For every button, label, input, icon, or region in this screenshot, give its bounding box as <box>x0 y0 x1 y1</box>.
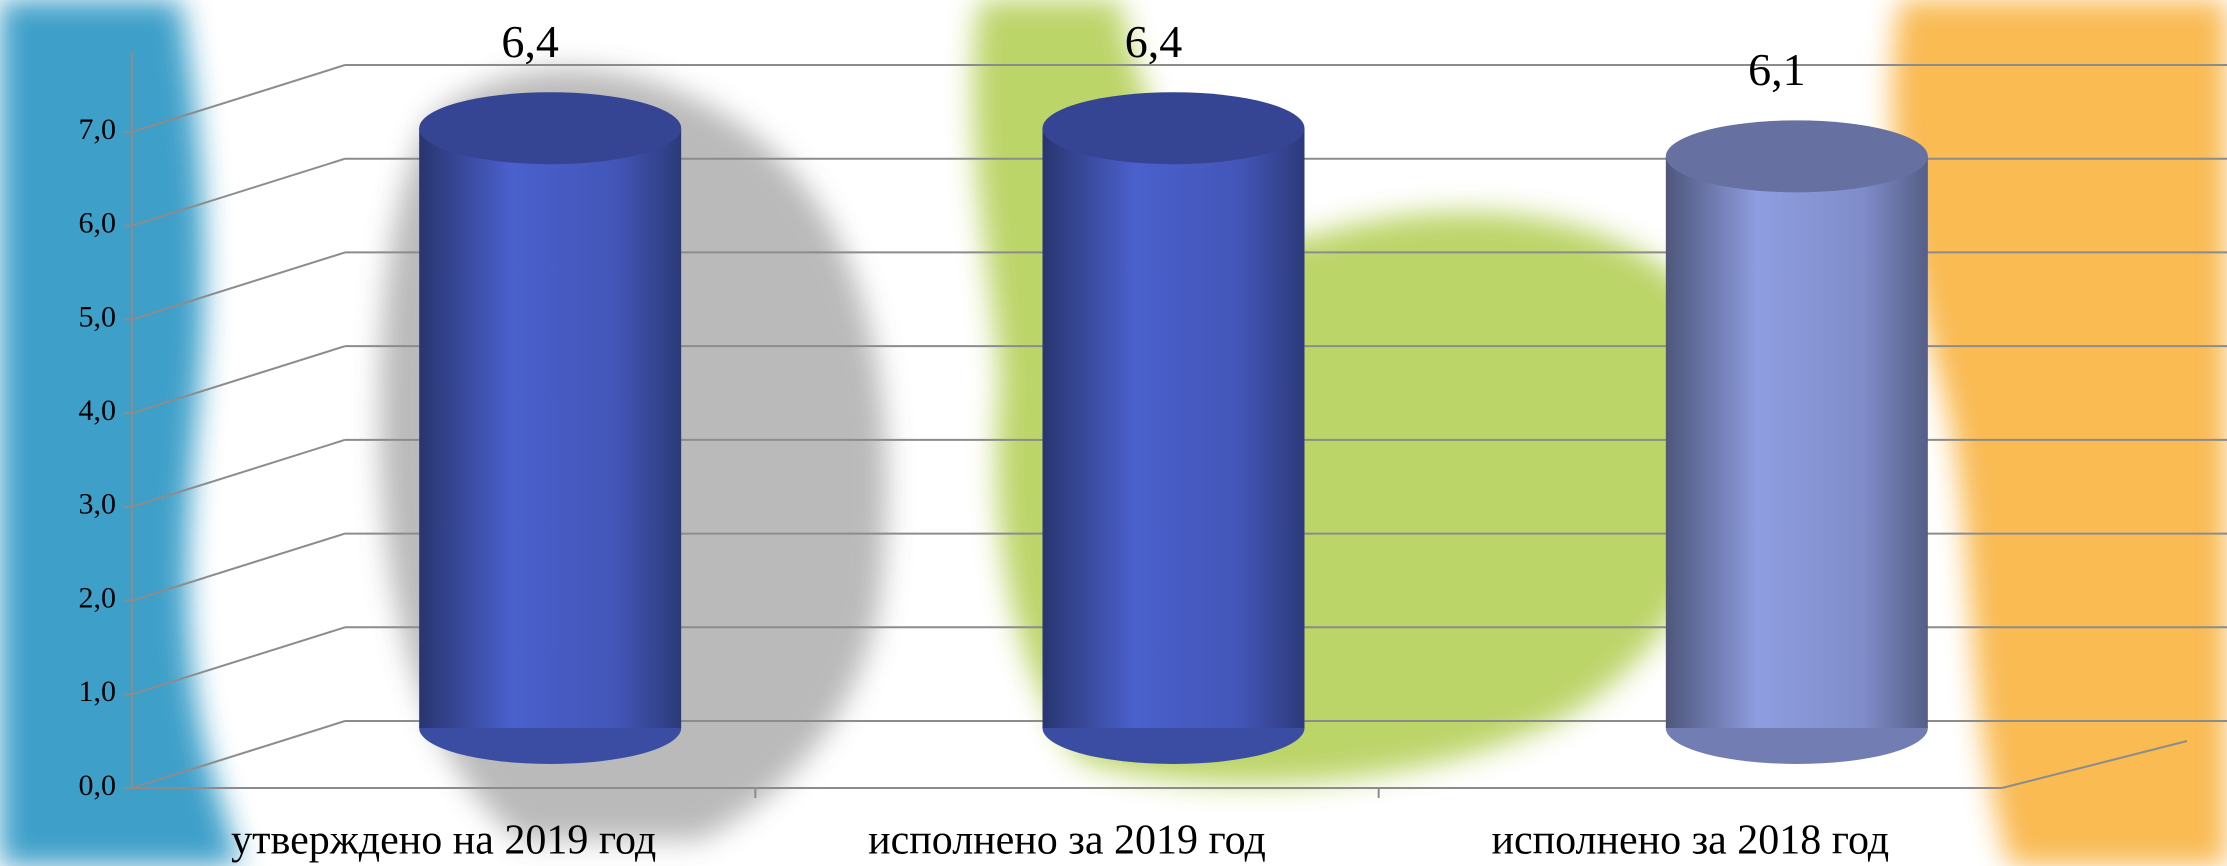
y-tick-label: 7,0 <box>79 113 117 146</box>
bar <box>419 128 681 728</box>
chart: 0,0 1,0 2,0 3,0 4,0 5,0 6,0 7,0 утверждено на 20… <box>0 0 2227 866</box>
y-tick-label: 3,0 <box>79 488 117 521</box>
value-label: 6,4 <box>501 16 559 67</box>
x-tick-label: исполнено за 2018 год <box>1491 818 1889 864</box>
plot-area: 0,0 1,0 2,0 3,0 4,0 5,0 6,0 7,0 утверждено на 20… <box>79 16 2227 864</box>
value-label: 6,1 <box>1748 44 1806 95</box>
bar-top <box>419 92 681 164</box>
bar-top <box>1666 120 1928 192</box>
x-tick-label: исполнено за 2019 год <box>868 818 1266 864</box>
bar <box>1043 128 1305 728</box>
bar-top <box>1043 92 1305 164</box>
y-tick-label: 1,0 <box>79 675 117 708</box>
x-tick-label: утверждено на 2019 год <box>231 818 656 864</box>
y-tick-label: 6,0 <box>79 207 117 240</box>
y-tick-label: 0,0 <box>79 769 117 802</box>
bar <box>1666 156 1928 728</box>
y-tick-label: 5,0 <box>79 300 117 333</box>
y-tick-label: 2,0 <box>79 581 117 614</box>
y-tick-label: 4,0 <box>79 394 117 427</box>
value-label: 6,4 <box>1125 16 1183 67</box>
